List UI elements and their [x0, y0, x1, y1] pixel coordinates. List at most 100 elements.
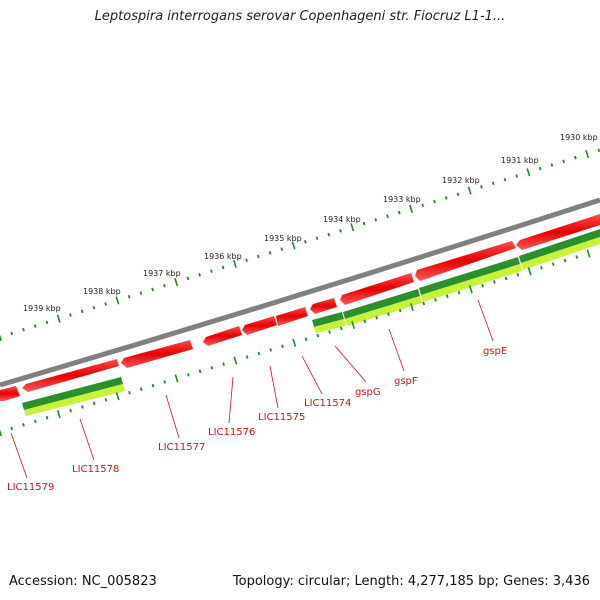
reverse-genes [22, 229, 600, 416]
gene-label-lic11576[interactable]: LIC11576 [208, 427, 255, 438]
ruler-minor-tick [304, 337, 308, 341]
ruler-minor-tick [186, 276, 190, 281]
gene-gspe-reverse-light [421, 264, 522, 302]
ruler-minor-tick [575, 255, 579, 259]
gene-label-gspg[interactable]: gspG [355, 387, 381, 398]
ruler-minor-tick [151, 287, 154, 292]
gene-gspf-reverse[interactable] [343, 289, 420, 319]
outer-ruler [0, 148, 600, 342]
gene-lic11574-feature[interactable] [276, 307, 308, 326]
ruler-major-tick [292, 338, 297, 347]
gene-next-reverse-light [521, 237, 600, 270]
map-title: Leptospira interrogans serovar Copenhage… [94, 9, 506, 24]
gene-label-lic11575[interactable]: LIC11575 [258, 412, 305, 423]
ruler-minor-tick [597, 148, 600, 153]
ruler-minor-tick [327, 232, 331, 237]
ruler-minor-tick [221, 265, 225, 270]
ruler-minor-tick [104, 302, 108, 306]
gene-gspf-reverse-light [345, 296, 422, 326]
gene-label-lic11577[interactable]: LIC11577 [158, 442, 205, 453]
ruler-minor-tick [245, 355, 249, 359]
ruler-minor-tick [22, 423, 25, 427]
ruler-minor-tick [139, 291, 143, 295]
gene-label-gspf[interactable]: gspF [394, 376, 418, 387]
ruler-minor-tick [210, 269, 213, 273]
ruler-major-tick [351, 320, 356, 329]
ruler-minor-tick [198, 369, 202, 374]
ruler-minor-tick [198, 272, 201, 277]
ruler-major-tick [232, 259, 237, 268]
gene-label-lic11574[interactable]: LIC11574 [304, 398, 351, 409]
ruler-minor-tick [163, 283, 166, 288]
gene-lic11579-feature[interactable] [0, 386, 20, 401]
ruler-major-tick [174, 278, 179, 287]
gene-gspg-feature[interactable] [310, 298, 337, 314]
ruler-minor-tick [127, 294, 131, 299]
ruler-minor-tick [550, 163, 554, 167]
ruler-minor-tick [551, 262, 555, 266]
gene-gspf-feature[interactable] [340, 273, 414, 305]
ruler-minor-tick [45, 415, 49, 420]
ruler-major-tick [115, 392, 120, 401]
ruler-label: 1937 kbp [143, 269, 181, 278]
gene-lic11578-reverse[interactable] [22, 377, 123, 410]
ruler-major-tick [233, 356, 238, 365]
gene-lic11578-feature[interactable] [22, 359, 119, 392]
gene-label-lic11579[interactable]: LIC11579 [7, 482, 54, 493]
ruler-minor-tick [69, 313, 72, 317]
ruler-label: 1936 kbp [204, 252, 242, 261]
ruler-minor-tick [151, 383, 155, 388]
ruler-minor-tick [92, 305, 96, 310]
ruler-major-tick [409, 204, 413, 213]
ruler-minor-tick [434, 298, 437, 302]
ruler-minor-tick [33, 324, 37, 328]
ruler-major-tick [56, 410, 61, 419]
ruler-minor-tick [574, 155, 577, 160]
genome-backbone [0, 197, 600, 388]
ruler-minor-tick [421, 203, 425, 208]
ruler-label: 1931 kbp [501, 156, 539, 165]
ruler-minor-tick [445, 294, 449, 299]
ruler-major-tick [174, 374, 179, 383]
ruler-minor-tick [375, 315, 378, 320]
gene-upstream-feature[interactable] [516, 214, 600, 250]
gene-lic11577-feature[interactable] [121, 340, 193, 368]
ruler-minor-tick [257, 351, 261, 356]
gene-next-reverse[interactable] [519, 229, 600, 263]
ruler-label: 1935 kbp [264, 234, 302, 243]
ruler-major-tick [0, 334, 2, 342]
ruler-minor-tick [245, 258, 248, 262]
ruler-minor-tick [10, 426, 14, 431]
ruler-minor-tick [315, 236, 319, 240]
gene-gspe-reverse[interactable] [419, 257, 520, 295]
ruler-minor-tick [481, 283, 484, 288]
accession-text: Accession: NC_005823 [9, 574, 157, 589]
ruler-minor-tick [139, 387, 143, 391]
ruler-minor-tick [222, 362, 225, 366]
ruler-minor-tick [387, 312, 390, 316]
ruler-minor-tick [374, 218, 378, 222]
forward-genes [0, 214, 600, 401]
gene-lic11576-feature[interactable] [203, 326, 242, 346]
ruler-minor-tick [516, 273, 520, 277]
inner-ruler [0, 249, 591, 437]
gene-label-gspe[interactable]: gspE [483, 346, 507, 357]
gene-lic11575-feature[interactable] [242, 316, 277, 335]
ruler-minor-tick [456, 192, 460, 197]
ruler-minor-tick [45, 320, 49, 325]
ruler-minor-tick [362, 221, 366, 226]
ruler-minor-tick [339, 229, 342, 233]
ruler-minor-tick [268, 251, 272, 255]
gene-label-lic11578[interactable]: LIC11578 [72, 464, 119, 475]
ruler-minor-tick [92, 401, 96, 406]
ruler-minor-tick [257, 254, 260, 259]
ruler-labels: 1939 kbp 1938 kbp 1937 kbp 1936 kbp 1935 kbp… [23, 133, 598, 313]
ruler-minor-tick [540, 265, 543, 270]
ruler-minor-tick [515, 174, 519, 178]
ruler-minor-tick [187, 373, 190, 377]
ruler-major-tick [410, 302, 414, 312]
ruler-minor-tick [81, 405, 84, 409]
gene-gspg-reverse[interactable] [312, 312, 344, 327]
gene-gspe-feature[interactable] [415, 241, 516, 281]
ruler-minor-tick [397, 210, 401, 215]
